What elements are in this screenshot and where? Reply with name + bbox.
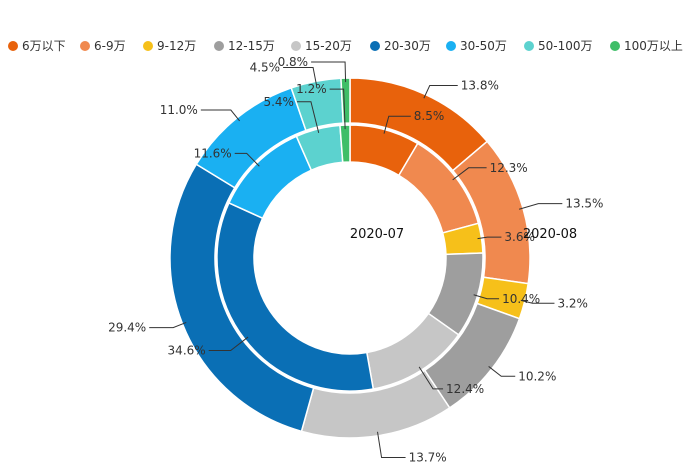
- legend-item-cat-7[interactable]: 50-100万: [524, 39, 593, 53]
- leader-inner-cat-4: [418, 366, 444, 390]
- legend-label: 9-12万: [157, 39, 196, 53]
- leader-outer-cat-7: [283, 67, 318, 86]
- legend: 6万以下 6-9万 9-12万 12-15万 15-20万 20-30万 30-50万 50-…: [8, 39, 683, 53]
- data-label-inner-cat-7: 5.4%: [263, 95, 294, 109]
- leader-inner-cat-1: [452, 167, 487, 181]
- data-label-inner-cat-5: 34.6%: [168, 344, 206, 358]
- leader-inner-cat-2: [477, 236, 502, 240]
- data-label-inner-cat-2: 3.6%: [504, 230, 535, 244]
- data-label-outer-cat-8: 0.8%: [278, 55, 309, 69]
- slice-inner-cat-8[interactable]: [339, 124, 351, 164]
- legend-label: 12-15万: [228, 39, 275, 53]
- legend-swatch: [446, 41, 456, 51]
- legend-item-cat-4[interactable]: 15-20万: [291, 39, 352, 53]
- legend-swatch: [370, 41, 380, 51]
- legend-item-cat-3[interactable]: 12-15万: [214, 39, 275, 53]
- data-label-inner-cat-4: 12.4%: [446, 382, 484, 396]
- data-label-outer-cat-5: 29.4%: [108, 321, 146, 335]
- leader-outer-cat-3: [488, 366, 516, 377]
- data-label-inner-cat-6: 11.6%: [194, 146, 232, 160]
- leader-outer-cat-8: [311, 61, 347, 83]
- leader-lines: [149, 61, 563, 459]
- slice-outer-cat-8[interactable]: [340, 77, 351, 124]
- legend-label: 6万以下: [22, 39, 66, 53]
- data-label-inner-cat-0: 8.5%: [414, 109, 445, 123]
- legend-swatch: [80, 41, 90, 51]
- legend-item-cat-1[interactable]: 6-9万: [80, 39, 126, 53]
- data-label-outer-cat-0: 13.8%: [461, 79, 499, 93]
- ring-2020-07: [216, 124, 484, 392]
- leader-outer-cat-1: [518, 203, 563, 210]
- leader-inner-cat-8: [329, 88, 346, 130]
- leader-outer-cat-6: [200, 109, 241, 122]
- ring-2020-08: [169, 77, 531, 439]
- legend-label: 50-100万: [538, 39, 593, 53]
- legend-label: 30-50万: [460, 39, 507, 53]
- leader-outer-cat-4: [377, 431, 406, 459]
- data-labels: 8.5% 12.3% 3.6% 10.4% 12.4% 34.6% 11.6% 5.4%1.2…: [108, 55, 603, 464]
- legend-swatch: [524, 41, 534, 51]
- leader-outer-cat-0: [423, 85, 458, 99]
- legend-swatch: [214, 41, 224, 51]
- legend-item-cat-6[interactable]: 30-50万: [446, 39, 507, 53]
- legend-swatch: [610, 41, 620, 51]
- legend-label: 20-30万: [384, 39, 431, 53]
- outer-ring-name: 2020-08: [523, 227, 577, 242]
- data-label-inner-cat-3: 10.4%: [502, 292, 540, 306]
- data-label-inner-cat-8: 1.2%: [296, 82, 327, 96]
- legend-label: 6-9万: [94, 39, 126, 53]
- legend-label: 15-20万: [305, 39, 352, 53]
- data-label-outer-cat-3: 10.2%: [518, 369, 556, 383]
- leader-inner-cat-6: [234, 152, 260, 167]
- legend-item-cat-2[interactable]: 9-12万: [143, 39, 196, 53]
- legend-item-cat-5[interactable]: 20-30万: [370, 39, 431, 53]
- data-label-outer-cat-1: 13.5%: [565, 197, 603, 211]
- legend-label: 100万以上: [624, 39, 683, 53]
- data-label-outer-cat-2: 3.2%: [557, 296, 588, 310]
- leader-inner-cat-0: [383, 115, 411, 134]
- leader-inner-cat-5: [208, 336, 249, 352]
- leader-outer-cat-5: [149, 322, 187, 329]
- legend-item-cat-8[interactable]: 100万以上: [610, 39, 683, 53]
- slice-inner-cat-5[interactable]: [216, 201, 375, 392]
- leader-inner-cat-3: [473, 294, 500, 300]
- data-label-outer-cat-6: 11.0%: [160, 103, 198, 117]
- data-label-inner-cat-1: 12.3%: [490, 161, 528, 175]
- inner-ring-name: 2020-07: [350, 227, 404, 242]
- leader-inner-cat-7: [296, 101, 320, 133]
- legend-item-cat-0[interactable]: 6万以下: [8, 39, 66, 53]
- legend-swatch: [8, 41, 18, 51]
- leader-outer-cat-2: [520, 299, 555, 304]
- data-label-outer-cat-4: 13.7%: [409, 451, 447, 465]
- legend-swatch: [291, 41, 301, 51]
- legend-swatch: [143, 41, 153, 51]
- data-label-outer-cat-7: 4.5%: [250, 61, 281, 75]
